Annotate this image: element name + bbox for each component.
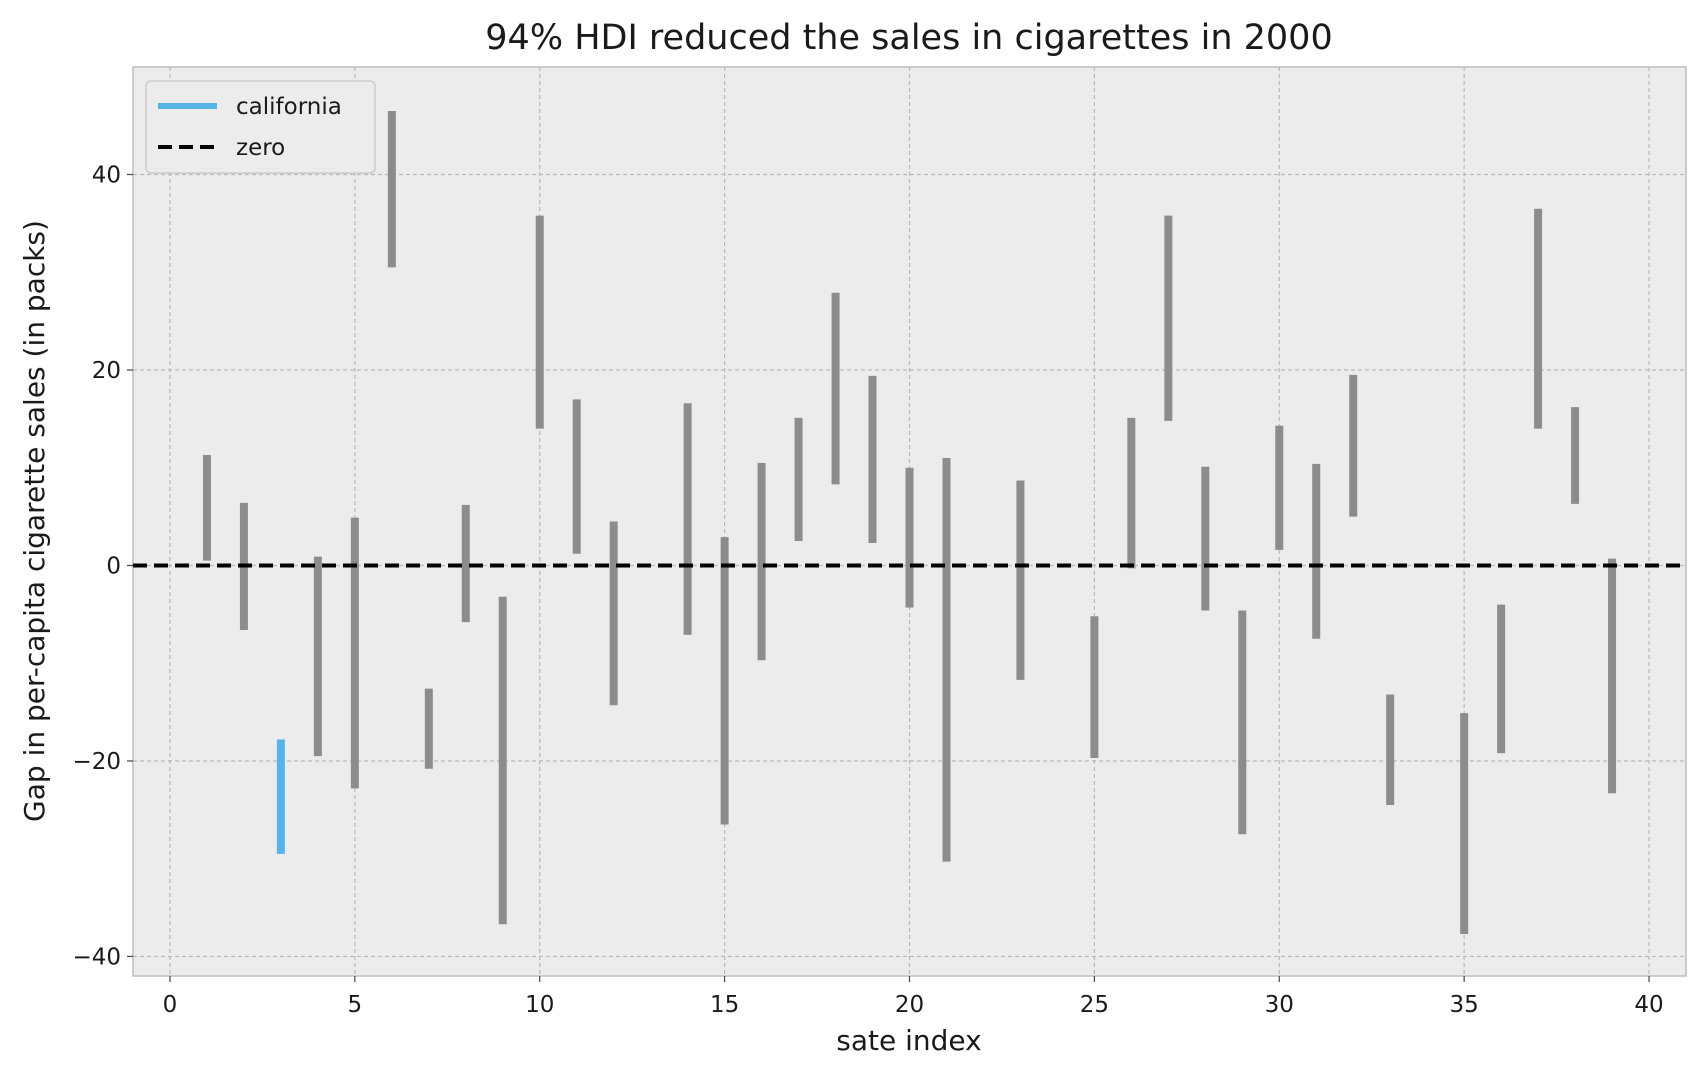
legend-label-zero: zero (236, 135, 285, 161)
x-tick-label: 0 (163, 992, 178, 1018)
y-axis-label: Gap in per-capita cigarette sales (in pa… (18, 220, 51, 822)
y-tick-label: −20 (72, 749, 121, 775)
x-tick-label: 30 (1265, 992, 1294, 1018)
x-tick-label: 40 (1634, 992, 1663, 1018)
x-tick-label: 20 (895, 992, 924, 1018)
y-tick-label: 20 (92, 358, 121, 384)
legend-label-california: california (236, 94, 342, 120)
y-tick-label: 40 (92, 163, 121, 189)
bars-layer (202, 110, 1617, 934)
x-tick-label: 15 (710, 992, 739, 1018)
chart-title: 94% HDI reduced the sales in cigarettes … (485, 18, 1332, 58)
x-tick-label: 25 (1080, 992, 1109, 1018)
x-axis-label: sate index (836, 1024, 981, 1057)
ticks-layer: 0 5 10 15 20 25 30 35 40 −40 −20 0 20 40 (72, 163, 1663, 1018)
x-tick-label: 5 (348, 992, 363, 1018)
y-tick-label: 0 (106, 553, 121, 579)
x-tick-label: 10 (525, 992, 554, 1018)
y-tick-label: −40 (72, 944, 121, 970)
legend: california zero (145, 80, 376, 174)
x-tick-label: 35 (1450, 992, 1479, 1018)
